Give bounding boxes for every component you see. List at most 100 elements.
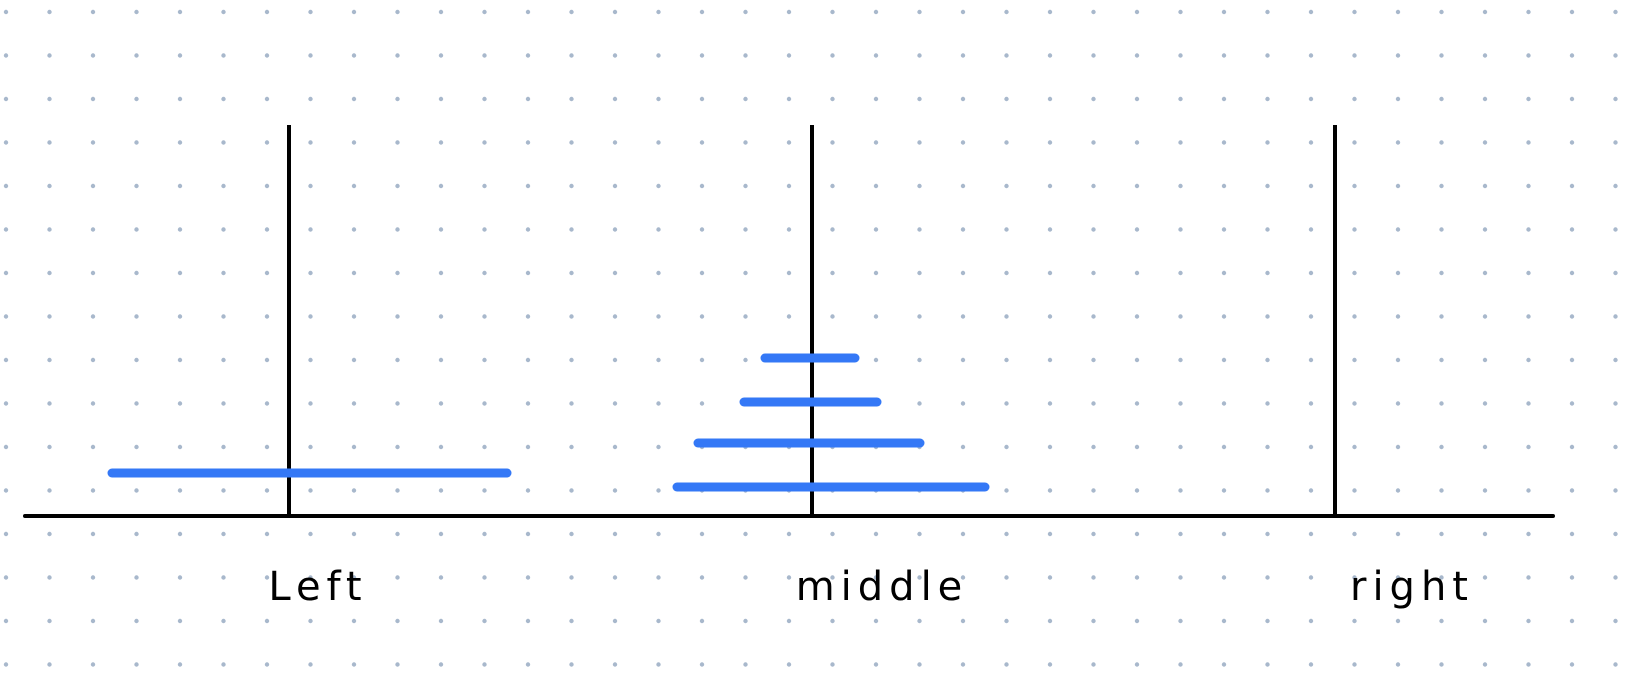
grid-dot [1004,488,1009,493]
grid-dot [3,9,9,15]
grid-dot [1308,401,1314,406]
grid-dot [873,662,879,667]
grid-dot [47,53,52,58]
grid-dot [438,357,444,363]
grid-dot [786,53,792,58]
grid-dot [1091,53,1096,58]
grid-dot [47,531,52,537]
grid-dot [177,662,183,667]
grid-dot [1265,575,1270,580]
grid-dot [1439,662,1444,667]
grid-dot [569,662,574,667]
grid-dot [90,53,96,58]
grid-dot [482,9,487,15]
grid-dot [1439,531,1444,537]
grid-dot [699,96,705,102]
grid-dot [699,618,705,624]
grid-dot [395,53,400,58]
grid-dot [960,357,966,363]
grid-dot [743,140,748,145]
grid-dot [482,662,487,667]
grid-dot [873,183,879,189]
grid-dot [525,270,531,276]
grid-dot [1265,9,1270,15]
grid-dot [3,183,9,189]
grid-dot [90,183,96,189]
grid-dot [1178,618,1183,624]
grid-dot [1091,488,1096,493]
grid-dot [960,618,966,624]
grid-dot [308,662,313,667]
grid-dot [1091,9,1096,15]
grid-dot [1221,270,1227,276]
grid-dot [47,183,52,189]
grid-dot [786,270,792,276]
grid-dot [1395,270,1401,276]
grid-dot [1395,183,1401,189]
grid-dot [1308,96,1314,102]
grid-dot [1482,96,1488,102]
grid-dot [1352,270,1357,276]
grid-dot [1047,227,1053,232]
grid-dot [656,531,661,537]
grid-dot [1439,488,1444,493]
grid-dot [1221,357,1227,363]
grid-dot [1134,531,1140,537]
grid-dot [1091,227,1096,232]
grid-dot [1265,227,1270,232]
grid-dot [1265,618,1270,624]
grid-dot [525,53,531,58]
grid-dot [3,140,9,145]
grid-dot [873,140,879,145]
grid-dot [221,531,226,537]
grid-dot [569,575,574,580]
grid-dot [1482,314,1488,319]
grid-dot [3,618,9,624]
grid-dot [1221,444,1227,450]
grid-dot [395,531,400,537]
grid-dot [351,357,357,363]
grid-dot [1439,53,1444,58]
grid-dot [1613,531,1618,537]
grid-dot [308,53,313,58]
grid-dot [1526,401,1531,406]
grid-dot [1395,575,1401,580]
grid-dot [873,357,879,363]
grid-dot [960,53,966,58]
grid-dot [743,270,748,276]
grid-dot [569,531,574,537]
grid-dot [830,662,835,667]
grid-dot [1395,314,1401,319]
grid-dot [177,183,183,189]
grid-dot [1047,575,1053,580]
grid-dot [699,183,705,189]
grid-dot [177,618,183,624]
grid-dot [743,96,748,102]
grid-dot [221,183,226,189]
grid-dot [90,227,96,232]
grid-dot [134,96,139,102]
grid-dot [1482,140,1488,145]
grid-dot [134,270,139,276]
grid-dot [1134,314,1140,319]
grid-dot [1439,575,1444,580]
grid-dot [1004,183,1009,189]
grid-dot [1395,662,1401,667]
grid-dot [395,488,400,493]
grid-dot [1004,53,1009,58]
grid-dot [1134,140,1140,145]
grid-dot [1221,183,1227,189]
grid-dot [351,183,357,189]
grid-dot [1569,575,1575,580]
grid-dot [873,227,879,232]
grid-dot [1352,183,1357,189]
grid-dot [438,140,444,145]
grid-dot [1004,270,1009,276]
grid-dot [1613,618,1618,624]
grid-dot [1004,314,1009,319]
grid-dot [134,53,139,58]
grid-dot [3,314,9,319]
grid-dot [786,531,792,537]
grid-dot [1091,618,1096,624]
grid-dot [1569,357,1575,363]
